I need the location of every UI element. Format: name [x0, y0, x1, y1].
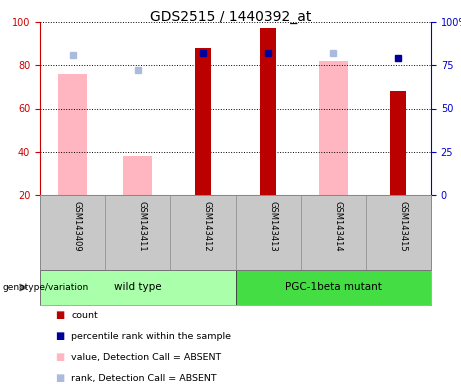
Bar	[40, 270, 236, 305]
Text: rank, Detection Call = ABSENT: rank, Detection Call = ABSENT	[71, 374, 217, 383]
Text: ■: ■	[55, 352, 65, 362]
Text: ■: ■	[55, 331, 65, 341]
Text: GSM143415: GSM143415	[398, 201, 408, 252]
Text: ■: ■	[55, 310, 65, 320]
Bar	[390, 91, 407, 195]
Text: GSM143413: GSM143413	[268, 201, 277, 252]
Text: GSM143414: GSM143414	[333, 201, 342, 252]
Text: GSM143412: GSM143412	[203, 201, 212, 252]
Text: GSM143409: GSM143409	[72, 201, 82, 252]
Text: ■: ■	[55, 373, 65, 383]
Bar	[236, 270, 431, 305]
Text: genotype/variation: genotype/variation	[2, 283, 89, 292]
Bar	[58, 74, 87, 195]
Text: GSM143411: GSM143411	[138, 201, 147, 252]
Text: value, Detection Call = ABSENT: value, Detection Call = ABSENT	[71, 353, 222, 362]
Bar	[319, 61, 348, 195]
Text: percentile rank within the sample: percentile rank within the sample	[71, 332, 231, 341]
Bar	[260, 28, 276, 195]
Text: GDS2515 / 1440392_at: GDS2515 / 1440392_at	[150, 10, 311, 23]
Bar	[123, 156, 153, 195]
Text: count: count	[71, 311, 98, 319]
Text: wild type: wild type	[114, 283, 161, 293]
Bar	[195, 48, 211, 195]
Text: PGC-1beta mutant: PGC-1beta mutant	[285, 283, 382, 293]
